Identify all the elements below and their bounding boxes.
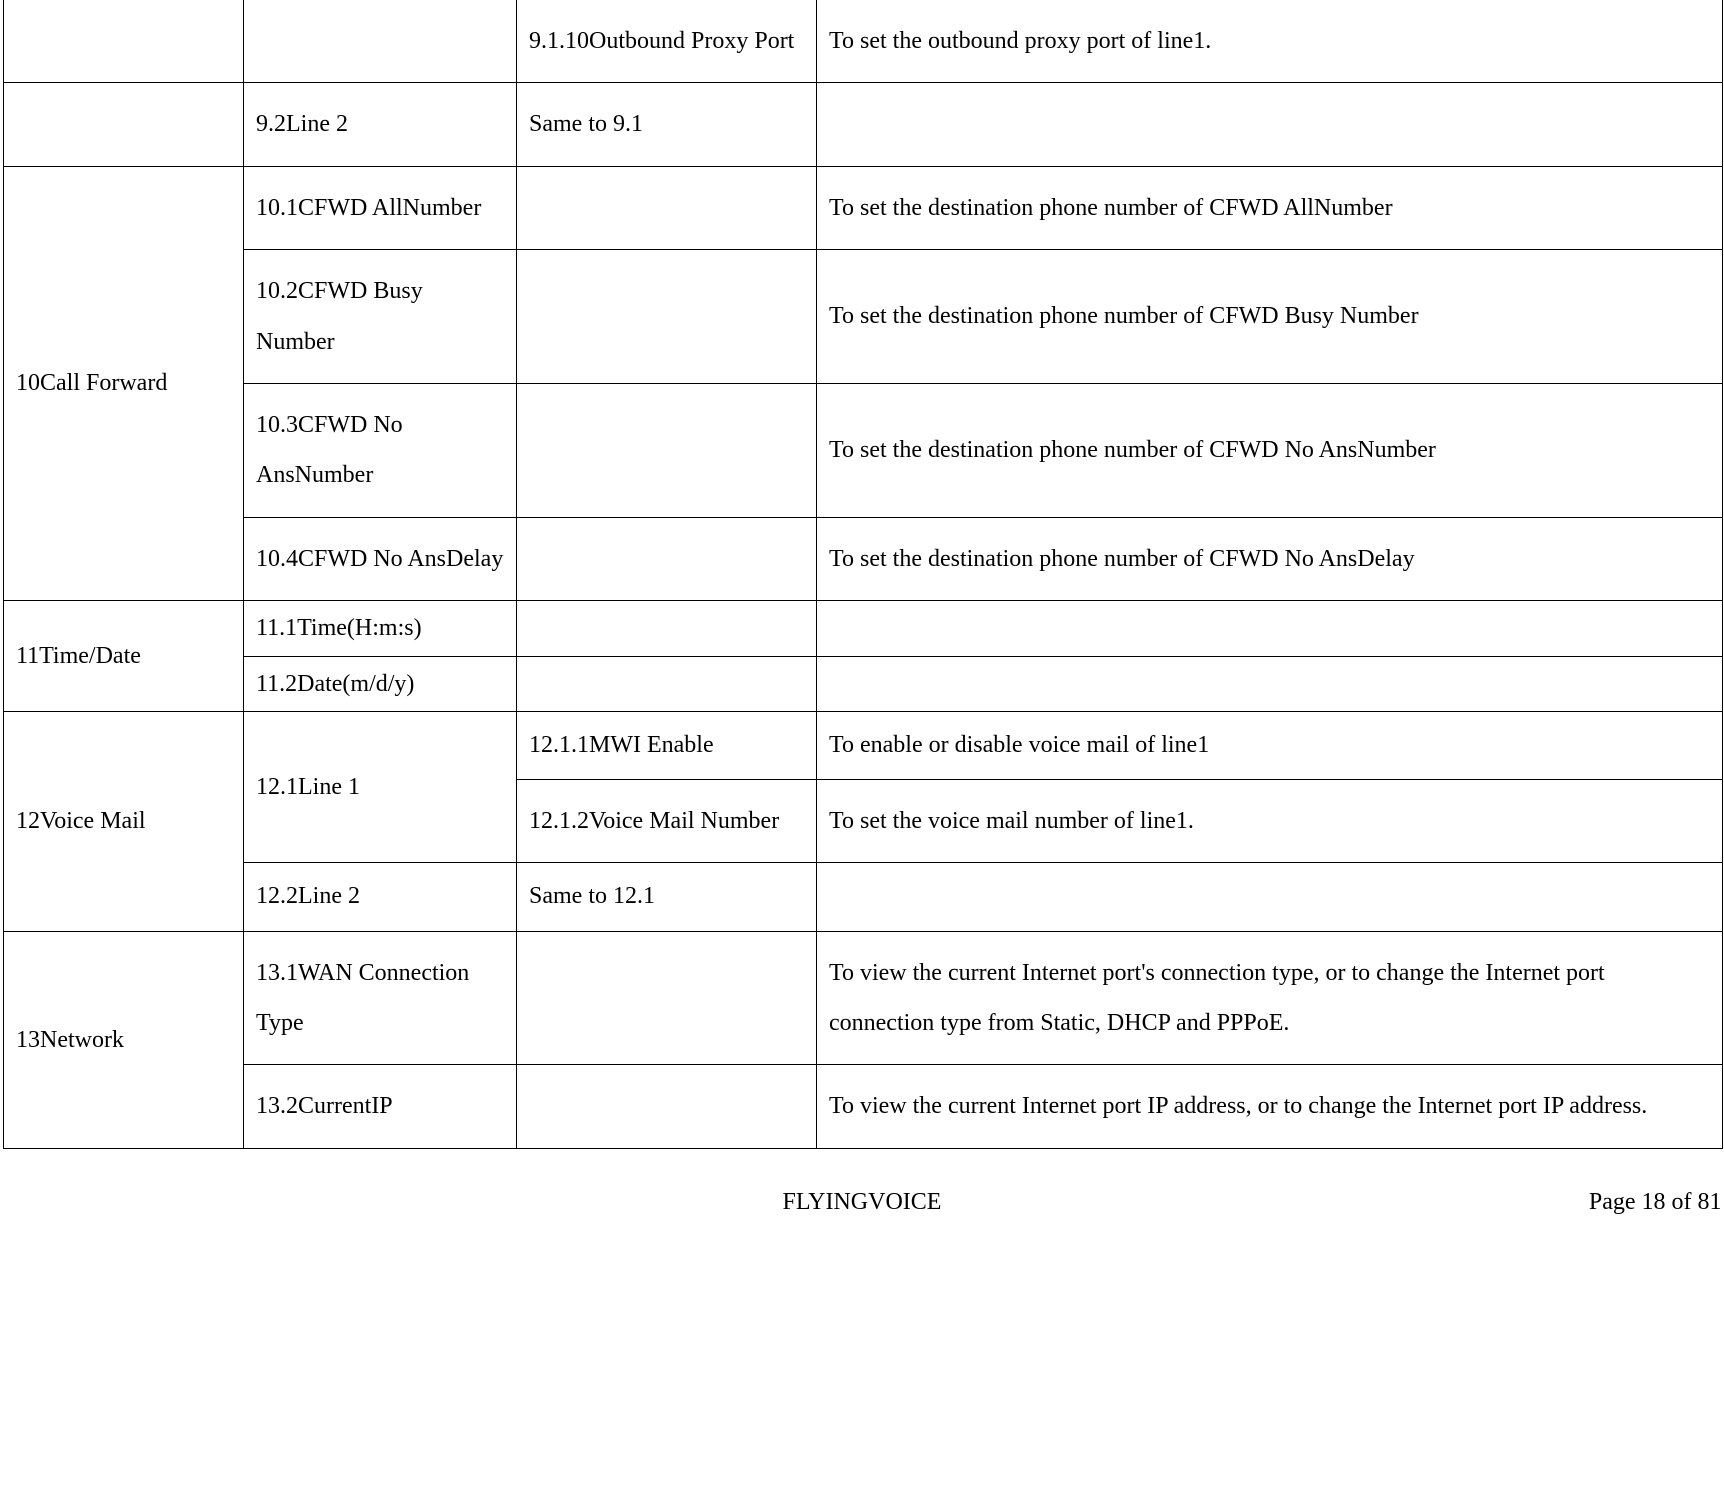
table-row: 10.2CFWD Busy Number To set the destinat…: [4, 250, 1723, 384]
settings-table: 9.1.10Outbound Proxy Port To set the out…: [3, 0, 1723, 1149]
table-row: 10Call Forward 10.1CFWD AllNumber To set…: [4, 166, 1723, 249]
cell-sub: 10.2CFWD Busy Number: [244, 250, 517, 384]
cell-sub: 11.1Time(H:m:s): [244, 601, 517, 656]
footer-brand: FLYINGVOICE: [783, 1189, 942, 1216]
cell-item: Same to 12.1: [517, 863, 817, 931]
table-row: 13Network 13.1WAN Connection Type To vie…: [4, 931, 1723, 1065]
cell-item: 12.1.1MWI Enable: [517, 711, 817, 779]
cell-item: [517, 250, 817, 384]
cell-item: [517, 166, 817, 249]
cell-item: 9.1.10Outbound Proxy Port: [517, 0, 817, 83]
cell-sub: [244, 0, 517, 83]
cell-item: [517, 1065, 817, 1148]
cell-desc: To view the current Internet port IP add…: [817, 1065, 1723, 1148]
table-row: 11.2Date(m/d/y): [4, 656, 1723, 711]
cell-sub: 9.2Line 2: [244, 83, 517, 166]
table-row: 13.2CurrentIP To view the current Intern…: [4, 1065, 1723, 1148]
table-row: 12.2Line 2 Same to 12.1: [4, 863, 1723, 931]
table-row: 10.3CFWD No AnsNumber To set the destina…: [4, 383, 1723, 517]
cell-cat-voice-mail: 12Voice Mail: [4, 711, 244, 931]
cell-desc: [817, 83, 1723, 166]
document-page: 9.1.10Outbound Proxy Port To set the out…: [0, 0, 1724, 1229]
cell-desc: To set the outbound proxy port of line1.: [817, 0, 1723, 83]
table-row: 9.1.10Outbound Proxy Port To set the out…: [4, 0, 1723, 83]
cell-sub: 12.2Line 2: [244, 863, 517, 931]
cell-desc: [817, 601, 1723, 656]
cell-desc: To set the destination phone number of C…: [817, 383, 1723, 517]
cell-item: [517, 517, 817, 600]
cell-desc: [817, 863, 1723, 931]
cell-cat-time-date: 11Time/Date: [4, 601, 244, 712]
cell-desc: To view the current Internet port's conn…: [817, 931, 1723, 1065]
table-row: 12Voice Mail 12.1Line 1 12.1.1MWI Enable…: [4, 711, 1723, 779]
cell-item: [517, 383, 817, 517]
cell-desc: To set the destination phone number of C…: [817, 250, 1723, 384]
footer-page-number: Page 18 of 81: [1589, 1189, 1722, 1216]
table-row: 10.4CFWD No AnsDelay To set the destinat…: [4, 517, 1723, 600]
table-row: 9.2Line 2 Same to 9.1: [4, 83, 1723, 166]
cell-sub: 10.3CFWD No AnsNumber: [244, 383, 517, 517]
cell-sub: 10.4CFWD No AnsDelay: [244, 517, 517, 600]
cell-sub: 11.2Date(m/d/y): [244, 656, 517, 711]
cell-desc: To set the voice mail number of line1.: [817, 780, 1723, 863]
cell-desc: To enable or disable voice mail of line1: [817, 711, 1723, 779]
cell-desc: To set the destination phone number of C…: [817, 517, 1723, 600]
cell-sub: 13.1WAN Connection Type: [244, 931, 517, 1065]
cell-item: Same to 9.1: [517, 83, 817, 166]
cell-cat: [4, 83, 244, 166]
page-footer: FLYINGVOICE Page 18 of 81: [3, 1189, 1722, 1229]
cell-item: [517, 931, 817, 1065]
cell-sub-line1: 12.1Line 1: [244, 711, 517, 863]
cell-cat-call-forward: 10Call Forward: [4, 166, 244, 600]
cell-desc: [817, 656, 1723, 711]
cell-item: [517, 656, 817, 711]
cell-sub: 10.1CFWD AllNumber: [244, 166, 517, 249]
cell-item: [517, 601, 817, 656]
cell-cat-network: 13Network: [4, 931, 244, 1148]
cell-sub: 13.2CurrentIP: [244, 1065, 517, 1148]
table-row: 11Time/Date 11.1Time(H:m:s): [4, 601, 1723, 656]
cell-desc: To set the destination phone number of C…: [817, 166, 1723, 249]
cell-item: 12.1.2Voice Mail Number: [517, 780, 817, 863]
cell-cat: [4, 0, 244, 83]
